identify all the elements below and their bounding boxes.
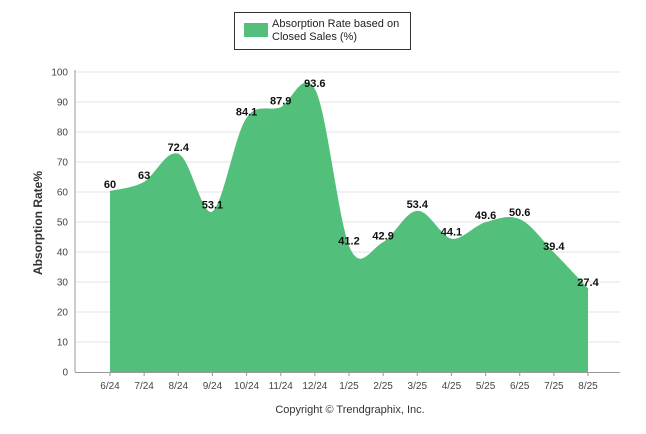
y-tick-label-80: 80 (57, 128, 69, 139)
x-tick-label-7: 1/25 (339, 381, 359, 392)
x-tick-label-2: 8/24 (169, 381, 189, 392)
x-tick-label-6: 12/24 (302, 381, 327, 392)
y-tick-label-60: 60 (57, 188, 69, 199)
x-tick-label-1: 7/24 (134, 381, 154, 392)
x-tick-label-4: 10/24 (234, 381, 259, 392)
series-area (110, 83, 588, 372)
y-tick-label-20: 20 (57, 308, 69, 319)
data-label-7: 41.2 (338, 235, 359, 247)
x-tick-label-11: 5/25 (476, 381, 496, 392)
y-tick-label-100: 100 (51, 68, 68, 79)
data-label-0: 60 (104, 179, 116, 191)
data-label-14: 27.4 (577, 277, 599, 289)
data-label-2: 72.4 (168, 142, 190, 154)
data-label-11: 49.6 (475, 210, 496, 222)
y-tick-labels: 0 10 20 30 40 50 60 70 80 90 100 (51, 68, 68, 379)
x-tick-label-14: 8/25 (578, 381, 598, 392)
x-tick-label-0: 6/24 (100, 381, 120, 392)
legend-label-line2: Closed Sales (%) (272, 31, 357, 43)
data-label-1: 63 (138, 170, 150, 182)
x-tick-labels: 6/24 7/24 8/24 9/24 10/24 11/24 12/24 1/25 2/25 3… (100, 381, 598, 392)
data-labels: 60 63 72.4 53.1 84.1 87.9 93.6 41.2 42.9 53.4 44.1… (104, 78, 600, 289)
copyright-footer: Copyright © Trendgraphix, Inc. (275, 404, 424, 416)
x-tick-label-5: 11/24 (269, 381, 294, 392)
data-label-13: 39.4 (543, 241, 565, 253)
data-label-6: 93.6 (304, 78, 325, 90)
data-label-4: 84.1 (236, 107, 257, 119)
y-tick-label-50: 50 (57, 218, 69, 229)
data-label-8: 42.9 (372, 230, 393, 242)
y-axis-title: Absorption Rate% (31, 171, 45, 275)
y-tick-label-10: 10 (57, 338, 69, 349)
y-tick-label-0: 0 (62, 368, 68, 379)
legend-swatch (244, 23, 268, 37)
legend: Absorption Rate based on Closed Sales (%… (234, 12, 411, 50)
x-tick-label-10: 4/25 (442, 381, 462, 392)
y-tick-label-30: 30 (57, 278, 69, 289)
x-tick-label-3: 9/24 (203, 381, 223, 392)
data-label-3: 53.1 (202, 200, 223, 212)
axes (74, 70, 620, 376)
x-tick-label-8: 2/25 (373, 381, 393, 392)
series-line (109, 82, 589, 291)
x-tick-label-12: 6/25 (510, 381, 530, 392)
y-tick-label-70: 70 (57, 158, 69, 169)
y-tick-label-90: 90 (57, 98, 69, 109)
data-label-12: 50.6 (509, 207, 530, 219)
data-label-10: 44.1 (441, 227, 462, 239)
x-tick-label-13: 7/25 (544, 381, 564, 392)
legend-label-line1: Absorption Rate based on (272, 18, 399, 30)
data-label-9: 53.4 (407, 199, 429, 211)
x-tick-label-9: 3/25 (408, 381, 428, 392)
data-label-5: 87.9 (270, 95, 291, 107)
y-tick-label-40: 40 (57, 248, 69, 259)
